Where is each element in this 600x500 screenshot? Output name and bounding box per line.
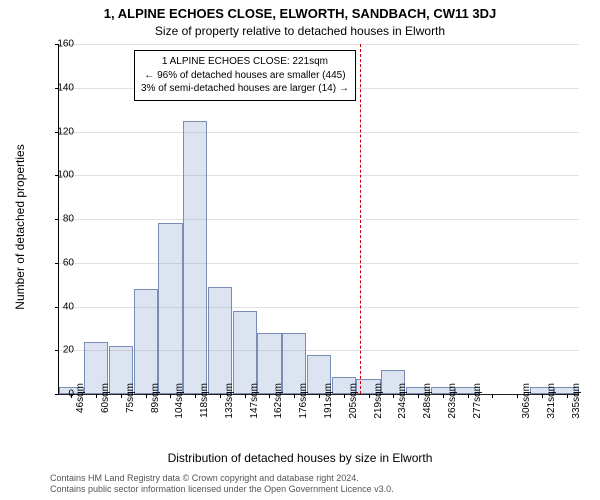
histogram-bar [134, 289, 158, 394]
xtick-mark [121, 394, 122, 398]
xtick-label: 248sqm [422, 383, 433, 423]
xtick-label: 104sqm [174, 383, 185, 423]
xtick-label: 75sqm [125, 383, 136, 423]
xtick-mark [294, 394, 295, 398]
xtick-mark [567, 394, 568, 398]
ytick-label: 20 [44, 345, 74, 356]
xtick-label: 263sqm [447, 383, 458, 423]
gridline [59, 350, 579, 351]
xtick-mark [393, 394, 394, 398]
chart-title-line2: Size of property relative to detached ho… [0, 24, 600, 38]
xtick-mark [492, 394, 493, 398]
xtick-label: 162sqm [273, 383, 284, 423]
xtick-mark [195, 394, 196, 398]
xtick-mark [517, 394, 518, 398]
y-axis-label: Number of detached properties [13, 127, 27, 327]
x-axis-label: Distribution of detached houses by size … [0, 451, 600, 465]
reference-line [360, 44, 361, 394]
histogram-bar [183, 121, 207, 394]
xtick-mark [542, 394, 543, 398]
xtick-label: 234sqm [397, 383, 408, 423]
xtick-mark [96, 394, 97, 398]
annotation-line2: ← 96% of detached houses are smaller (44… [141, 69, 349, 83]
gridline [59, 307, 579, 308]
annotation-box: 1 ALPINE ECHOES CLOSE: 221sqm← 96% of de… [134, 50, 356, 101]
xtick-mark [170, 394, 171, 398]
xtick-label: 321sqm [546, 383, 557, 423]
ytick-label: 0 [44, 389, 74, 400]
xtick-label: 118sqm [199, 383, 210, 423]
histogram-bar [158, 223, 182, 394]
plot-area: 1 ALPINE ECHOES CLOSE: 221sqm← 96% of de… [58, 44, 579, 395]
xtick-label: 147sqm [249, 383, 260, 423]
annotation-line3: 3% of semi-detached houses are larger (1… [141, 82, 349, 96]
xtick-label: 335sqm [571, 383, 582, 423]
gridline [59, 175, 579, 176]
xtick-mark [319, 394, 320, 398]
annotation-line1: 1 ALPINE ECHOES CLOSE: 221sqm [141, 55, 349, 69]
footer-attribution: Contains HM Land Registry data © Crown c… [50, 473, 590, 496]
xtick-mark [245, 394, 246, 398]
xtick-label: 219sqm [373, 383, 384, 423]
xtick-mark [443, 394, 444, 398]
xtick-label: 60sqm [100, 383, 111, 423]
xtick-label: 133sqm [224, 383, 235, 423]
xtick-mark [418, 394, 419, 398]
xtick-mark [220, 394, 221, 398]
chart-title-line1: 1, ALPINE ECHOES CLOSE, ELWORTH, SANDBAC… [0, 6, 600, 21]
gridline [59, 132, 579, 133]
xtick-mark [269, 394, 270, 398]
xtick-label: 176sqm [298, 383, 309, 423]
histogram-bar [208, 287, 232, 394]
ytick-label: 140 [44, 82, 74, 93]
ytick-label: 80 [44, 214, 74, 225]
footer-line1: Contains HM Land Registry data © Crown c… [50, 473, 590, 485]
gridline [59, 263, 579, 264]
xtick-mark [344, 394, 345, 398]
ytick-label: 60 [44, 257, 74, 268]
gridline [59, 44, 579, 45]
ytick-label: 100 [44, 170, 74, 181]
xtick-label: 277sqm [472, 383, 483, 423]
xtick-label: 205sqm [348, 383, 359, 423]
xtick-label: 89sqm [150, 383, 161, 423]
xtick-label: 306sqm [521, 383, 532, 423]
xtick-label: 191sqm [323, 383, 334, 423]
gridline [59, 219, 579, 220]
histogram-bar [233, 311, 257, 394]
xtick-mark [369, 394, 370, 398]
ytick-label: 40 [44, 301, 74, 312]
footer-line2: Contains public sector information licen… [50, 484, 590, 496]
xtick-mark [468, 394, 469, 398]
ytick-label: 160 [44, 39, 74, 50]
xtick-label: 46sqm [75, 383, 86, 423]
xtick-mark [146, 394, 147, 398]
ytick-label: 120 [44, 126, 74, 137]
